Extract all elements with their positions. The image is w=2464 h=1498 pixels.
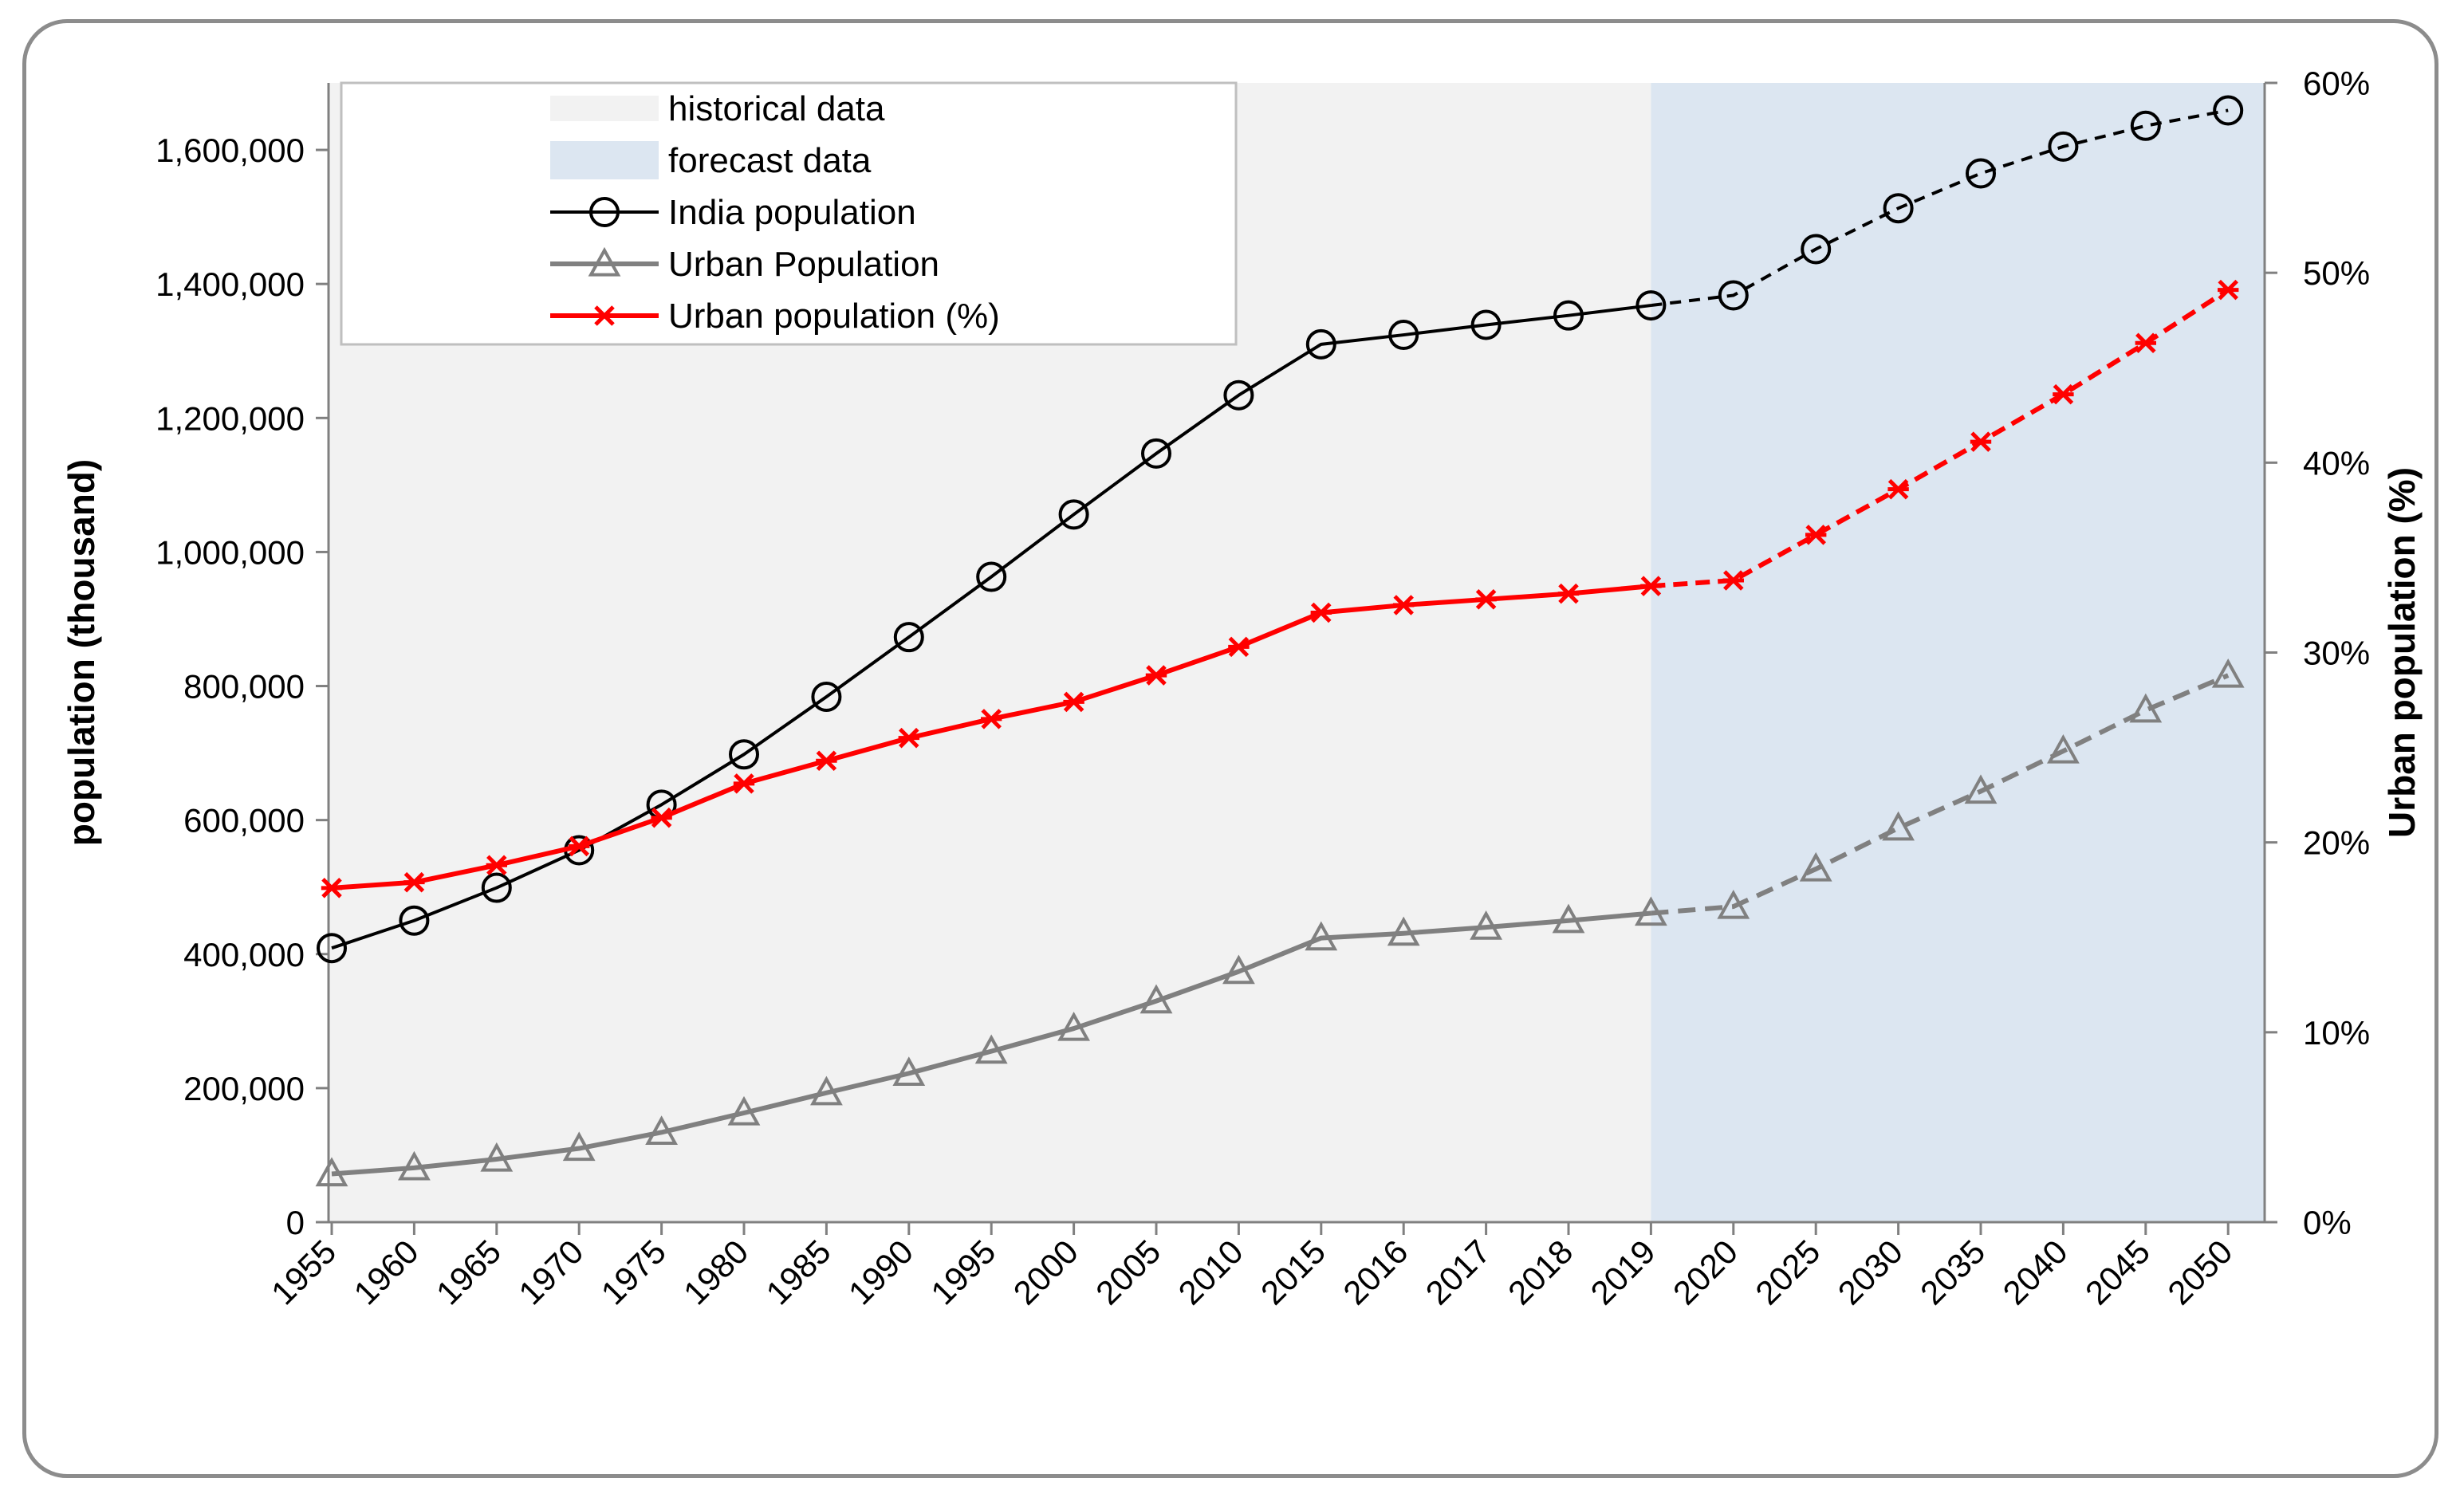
y-left-tick-label: 0	[286, 1204, 305, 1241]
legend-label: forecast data	[668, 141, 872, 180]
legend-label: Urban Population	[668, 245, 939, 284]
y-right-tick-label: 60%	[2303, 65, 2370, 102]
y-left-tick-label: 800,000	[183, 668, 305, 706]
x-tick-label: 2000	[1006, 1233, 1085, 1311]
y-left-tick-label: 200,000	[183, 1070, 305, 1107]
x-tick-label: 2019	[1583, 1233, 1662, 1311]
x-tick-label: 2020	[1666, 1233, 1745, 1311]
x-tick-label: 1975	[594, 1233, 673, 1311]
x-tick-label: 2005	[1088, 1233, 1167, 1311]
y-axis-left-title: population (thousand)	[61, 459, 102, 846]
legend-label: India population	[668, 193, 916, 232]
x-tick-label: 2018	[1501, 1233, 1580, 1311]
legend-swatch-area	[550, 141, 659, 179]
population-chart: 0 200,000 400,000 600,000 800,000 1,000,000 1,…	[0, 0, 2464, 1498]
x-tick-label: 1980	[676, 1233, 755, 1311]
legend-swatch-area	[550, 96, 659, 121]
x-tick-label: 2030	[1831, 1233, 1910, 1311]
x-tick-label: 2050	[2160, 1233, 2239, 1311]
x-tick-label: 2040	[1995, 1233, 2074, 1311]
x-tick-label: 1970	[511, 1233, 590, 1311]
y-left-tick-label: 1,600,000	[155, 132, 305, 169]
x-tick-label: 2035	[1913, 1233, 1992, 1311]
x-tick-label: 2045	[2078, 1233, 2157, 1311]
y-right-tick-label: 30%	[2303, 635, 2370, 672]
x-tick-label: 2010	[1171, 1233, 1250, 1311]
x-tick-label: 1990	[841, 1233, 920, 1311]
y-left-tick-label: 1,200,000	[155, 399, 305, 437]
y-left-tick-label: 600,000	[183, 802, 305, 839]
x-tick-label: 2016	[1336, 1233, 1415, 1311]
x-tick-label: 2025	[1748, 1233, 1827, 1311]
y-left-tick-label: 1,000,000	[155, 533, 305, 571]
y-right-tick-label: 0%	[2303, 1204, 2352, 1241]
y-right-tick-label: 50%	[2303, 254, 2370, 292]
x-tick-label: 1960	[346, 1233, 425, 1311]
legend-label: Urban population (%)	[668, 297, 1000, 336]
x-tick-label: 2017	[1419, 1233, 1498, 1311]
y-left-tick-label: 400,000	[183, 936, 305, 973]
x-tick-label: 1995	[923, 1233, 1002, 1311]
x-tick-label: 1985	[758, 1233, 837, 1311]
x-tick-label: 2015	[1254, 1233, 1332, 1311]
y-right-tick-label: 40%	[2303, 444, 2370, 482]
y-left-tick-label: 1,400,000	[155, 265, 305, 303]
x-tick-label: 1965	[429, 1233, 508, 1311]
legend-label: historical data	[668, 89, 885, 128]
y-right-tick-label: 10%	[2303, 1014, 2370, 1052]
y-axis-right-title: Urban population (%)	[2381, 467, 2423, 838]
forecast-region	[1651, 83, 2265, 1222]
legend: historical data forecast data India popula…	[341, 83, 1236, 344]
x-tick-label: 1955	[264, 1233, 343, 1311]
y-right-tick-label: 20%	[2303, 824, 2370, 862]
